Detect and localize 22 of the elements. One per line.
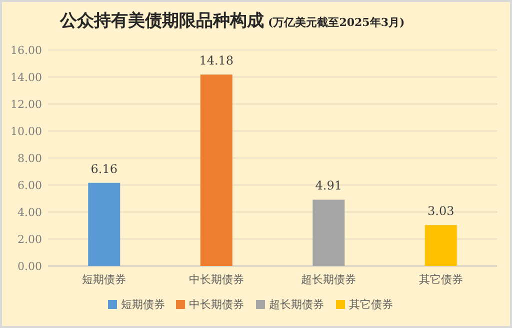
x-tick-label: 超长期债券 xyxy=(301,273,356,286)
y-tick-label: 4.00 xyxy=(18,206,42,219)
y-tick-label: 6.00 xyxy=(18,179,42,192)
legend-label: 中长期债券 xyxy=(189,298,244,311)
y-tick-label: 12.00 xyxy=(10,98,42,111)
legend-label: 短期债券 xyxy=(121,298,165,311)
x-tick-label: 短期债券 xyxy=(82,273,126,286)
data-label: 3.03 xyxy=(428,204,454,218)
y-tick-label: 14.00 xyxy=(10,71,42,84)
data-label: 6.16 xyxy=(90,162,118,176)
legend-label: 超长期债券 xyxy=(269,298,324,311)
title: 公众持有美债期限品种构成 (万亿美元截至2025年3月) xyxy=(60,11,405,31)
data-label: 14.18 xyxy=(199,54,234,68)
y-tick-label: 0.00 xyxy=(18,260,42,273)
x-tick-label: 中长期债券 xyxy=(188,273,244,286)
data-label: 4.91 xyxy=(315,178,342,193)
y-tick-label: 16.00 xyxy=(10,44,42,57)
legend-label: 其它债券 xyxy=(349,298,393,311)
x-tick-label: 其它债券 xyxy=(418,273,463,286)
y-tick-label: 10.00 xyxy=(10,125,42,138)
y-tick-label: 8.00 xyxy=(18,152,42,165)
y-tick-label: 2.00 xyxy=(18,233,42,246)
